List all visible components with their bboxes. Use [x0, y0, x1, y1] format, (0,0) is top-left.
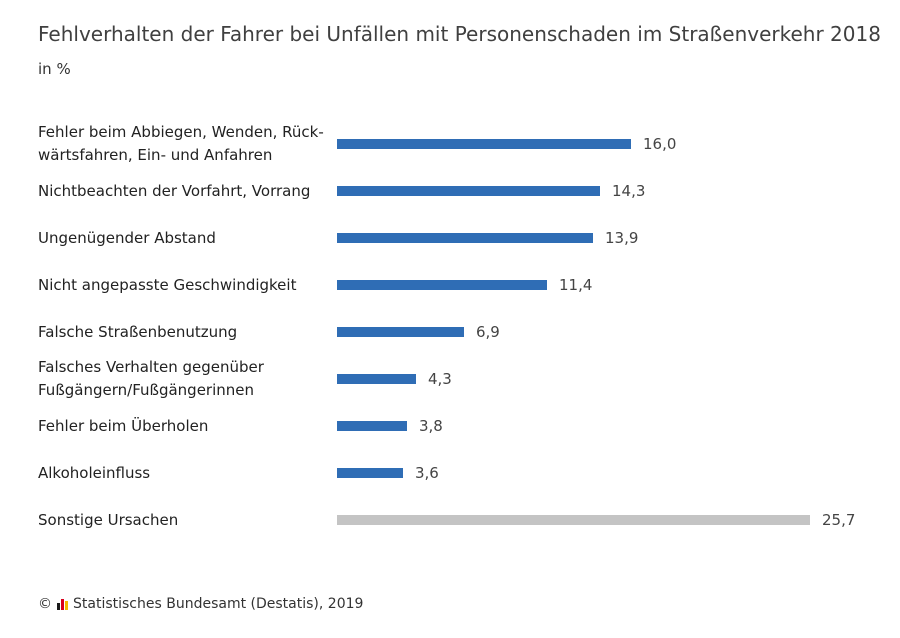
bar	[337, 233, 593, 243]
logo-bar-red	[61, 598, 64, 610]
source-text: Statistisches Bundesamt (Destatis), 2019	[73, 596, 364, 612]
category-label: Sonstige Ursachen	[38, 510, 179, 529]
value-label: 3,8	[419, 417, 443, 435]
category-label: Fehler beim Überholen	[38, 416, 209, 435]
category-label: Fehler beim Abbiegen, Wenden, Rück-wärts…	[38, 123, 324, 164]
source-footer: © Statistisches Bundesamt (Destatis), 20…	[38, 596, 363, 612]
bar-row: Fehler beim Abbiegen, Wenden, Rück-wärts…	[0, 120, 900, 168]
bar-row: Alkoholeinfluss 3,6	[0, 449, 900, 497]
bar	[337, 139, 631, 149]
chart-title: Fehlverhalten der Fahrer bei Unfällen mi…	[38, 22, 881, 46]
bar	[337, 186, 600, 196]
bar-row: Falsches Verhalten gegenüber Fußgängern/…	[0, 355, 900, 403]
value-label: 13,9	[605, 229, 639, 247]
value-label: 11,4	[559, 276, 593, 294]
category-label: Nichtbeachten der Vorfahrt, Vorrang	[38, 181, 311, 200]
bar	[337, 421, 407, 431]
bar-row: Nicht angepasste Geschwindigkeit 11,4	[0, 261, 900, 309]
category-label: Ungenügender Abstand	[38, 228, 216, 247]
bar-row: Ungenügender Abstand 13,9	[0, 214, 900, 262]
value-label: 6,9	[476, 323, 500, 341]
bar	[337, 374, 416, 384]
bar-row: Falsche Straßenbenutzung 6,9	[0, 308, 900, 356]
value-label: 3,6	[415, 464, 439, 482]
bar-row: Sonstige Ursachen 25,7	[0, 496, 900, 544]
value-label: 4,3	[428, 370, 452, 388]
bar	[337, 327, 464, 337]
bar	[337, 515, 810, 525]
value-label: 14,3	[612, 182, 646, 200]
bar	[337, 280, 547, 290]
category-label: Alkoholeinfluss	[38, 463, 151, 482]
value-label: 16,0	[643, 135, 677, 153]
chart-subtitle: in %	[38, 60, 71, 78]
copyright-symbol: ©	[38, 596, 52, 612]
value-label: 25,7	[822, 511, 856, 529]
logo-bar-black	[57, 602, 60, 610]
logo-bar-gold	[65, 600, 68, 610]
category-label: Falsches Verhalten gegenüber Fußgängern/…	[38, 358, 264, 399]
destatis-logo-icon	[57, 598, 68, 610]
bar	[337, 468, 403, 478]
category-label: Nicht angepasste Geschwindigkeit	[38, 275, 297, 294]
category-label: Falsche Straßenbenutzung	[38, 322, 238, 341]
bar-row: Nichtbeachten der Vorfahrt, Vorrang 14,3	[0, 167, 900, 215]
bar-row: Fehler beim Überholen 3,8	[0, 402, 900, 450]
